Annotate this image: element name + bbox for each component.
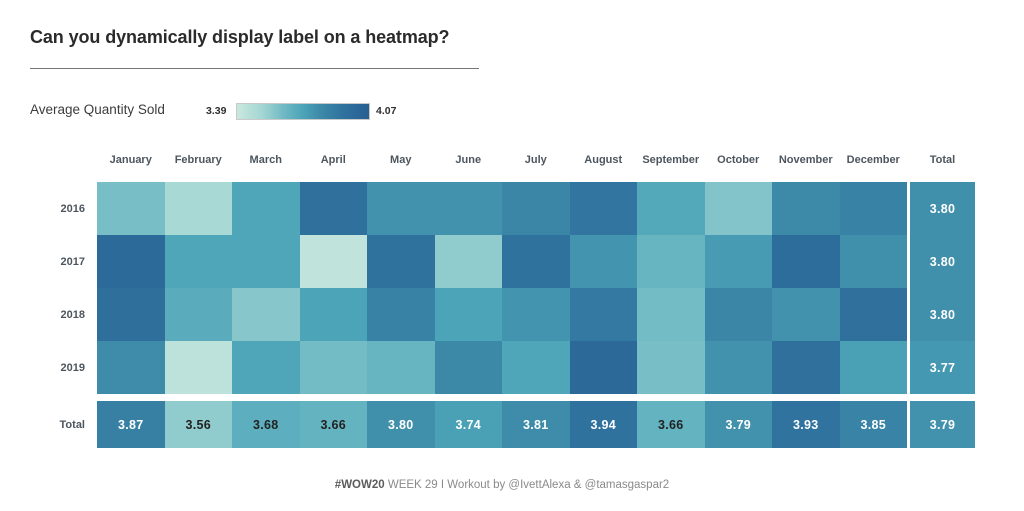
column-total-december[interactable]: 3.85 bbox=[839, 401, 907, 448]
cell-2016-february[interactable] bbox=[164, 182, 232, 235]
cell-2017-september[interactable] bbox=[637, 235, 705, 288]
row-header-total: Total bbox=[59, 418, 85, 431]
column-total-august[interactable]: 3.94 bbox=[569, 401, 637, 448]
cell-2017-november[interactable] bbox=[772, 235, 840, 288]
row-total-2019[interactable]: 3.77 bbox=[910, 341, 975, 394]
cell-2019-january[interactable] bbox=[97, 341, 165, 394]
cell-2019-december[interactable] bbox=[839, 341, 907, 394]
cell-2018-february[interactable] bbox=[164, 288, 232, 341]
cell-2017-february[interactable] bbox=[164, 235, 232, 288]
row-total-2018[interactable]: 3.80 bbox=[910, 288, 975, 341]
column-total-october[interactable]: 3.79 bbox=[704, 401, 772, 448]
column-total-january[interactable]: 3.87 bbox=[97, 401, 165, 448]
title-divider bbox=[30, 68, 479, 69]
column-header-total: Total bbox=[929, 154, 956, 166]
column-header-september: September bbox=[642, 154, 700, 166]
row-header-2019: 2019 bbox=[60, 361, 85, 374]
cell-2016-october[interactable] bbox=[704, 182, 772, 235]
footer-credit: #WOW20 WEEK 29 I Workout by @IvettAlexa … bbox=[0, 479, 1004, 491]
column-total-november[interactable]: 3.93 bbox=[772, 401, 840, 448]
cell-2018-may[interactable] bbox=[367, 288, 435, 341]
cell-2019-august[interactable] bbox=[569, 341, 637, 394]
column-total-april[interactable]: 3.66 bbox=[299, 401, 367, 448]
column-header-june: June bbox=[455, 154, 482, 166]
column-header-july: July bbox=[524, 154, 547, 166]
cell-2017-october[interactable] bbox=[704, 235, 772, 288]
cell-2019-march[interactable] bbox=[232, 341, 300, 394]
column-total-may[interactable]: 3.80 bbox=[367, 401, 435, 448]
cell-2019-october[interactable] bbox=[704, 341, 772, 394]
cell-2018-june[interactable] bbox=[434, 288, 502, 341]
cell-2018-november[interactable] bbox=[772, 288, 840, 341]
cell-2018-january[interactable] bbox=[97, 288, 165, 341]
cell-2017-july[interactable] bbox=[502, 235, 570, 288]
cell-2017-june[interactable] bbox=[434, 235, 502, 288]
column-header-march: March bbox=[249, 154, 282, 166]
cell-2016-april[interactable] bbox=[299, 182, 367, 235]
column-header-october: October bbox=[717, 154, 760, 166]
page-title: Can you dynamically display label on a h… bbox=[30, 27, 450, 47]
column-header-november: November bbox=[778, 154, 833, 166]
column-header-december: December bbox=[846, 154, 900, 166]
row-total-2017[interactable]: 3.80 bbox=[910, 235, 975, 288]
cell-2016-september[interactable] bbox=[637, 182, 705, 235]
cell-2018-december[interactable] bbox=[839, 288, 907, 341]
cell-2019-june[interactable] bbox=[434, 341, 502, 394]
cell-2017-august[interactable] bbox=[569, 235, 637, 288]
row-total-2016[interactable]: 3.80 bbox=[910, 182, 975, 235]
column-total-july[interactable]: 3.81 bbox=[502, 401, 570, 448]
cell-2016-may[interactable] bbox=[367, 182, 435, 235]
cell-2018-july[interactable] bbox=[502, 288, 570, 341]
cell-2018-april[interactable] bbox=[299, 288, 367, 341]
cell-2018-september[interactable] bbox=[637, 288, 705, 341]
cell-2018-august[interactable] bbox=[569, 288, 637, 341]
cell-2019-february[interactable] bbox=[164, 341, 232, 394]
column-header-february: February bbox=[174, 154, 222, 166]
footer-hashtag: #WOW20 bbox=[334, 479, 385, 491]
legend-title: Average Quantity Sold bbox=[30, 102, 165, 117]
grand-total[interactable]: 3.79 bbox=[910, 401, 975, 448]
column-total-march[interactable]: 3.68 bbox=[232, 401, 300, 448]
column-total-june[interactable]: 3.74 bbox=[434, 401, 502, 448]
cell-2017-january[interactable] bbox=[97, 235, 165, 288]
legend-min-value: 3.39 bbox=[206, 105, 227, 117]
cell-2019-july[interactable] bbox=[502, 341, 570, 394]
column-header-april: April bbox=[320, 154, 346, 166]
row-header-2017: 2017 bbox=[60, 255, 85, 268]
column-header-january: January bbox=[109, 154, 152, 166]
cell-2016-march[interactable] bbox=[232, 182, 300, 235]
cell-2016-december[interactable] bbox=[839, 182, 907, 235]
cell-2017-march[interactable] bbox=[232, 235, 300, 288]
footer-text: WEEK 29 I Workout by @IvettAlexa & @tama… bbox=[384, 479, 670, 491]
column-total-february[interactable]: 3.56 bbox=[164, 401, 232, 448]
column-header-august: August bbox=[584, 154, 623, 166]
cell-2017-may[interactable] bbox=[367, 235, 435, 288]
legend-max-value: 4.07 bbox=[376, 105, 397, 117]
cell-2016-november[interactable] bbox=[772, 182, 840, 235]
cell-2019-april[interactable] bbox=[299, 341, 367, 394]
row-header-2016: 2016 bbox=[60, 202, 85, 215]
cell-2016-january[interactable] bbox=[97, 182, 165, 235]
row-header-2018: 2018 bbox=[60, 308, 85, 321]
cell-2018-march[interactable] bbox=[232, 288, 300, 341]
cell-2018-october[interactable] bbox=[704, 288, 772, 341]
cell-2016-august[interactable] bbox=[569, 182, 637, 235]
cell-2017-december[interactable] bbox=[839, 235, 907, 288]
cell-2019-november[interactable] bbox=[772, 341, 840, 394]
cell-2019-september[interactable] bbox=[637, 341, 705, 394]
cell-2017-april[interactable] bbox=[299, 235, 367, 288]
cell-2016-july[interactable] bbox=[502, 182, 570, 235]
column-header-may: May bbox=[390, 154, 412, 166]
column-total-september[interactable]: 3.66 bbox=[637, 401, 705, 448]
cell-2016-june[interactable] bbox=[434, 182, 502, 235]
legend-gradient-bar bbox=[236, 103, 370, 120]
cell-2019-may[interactable] bbox=[367, 341, 435, 394]
